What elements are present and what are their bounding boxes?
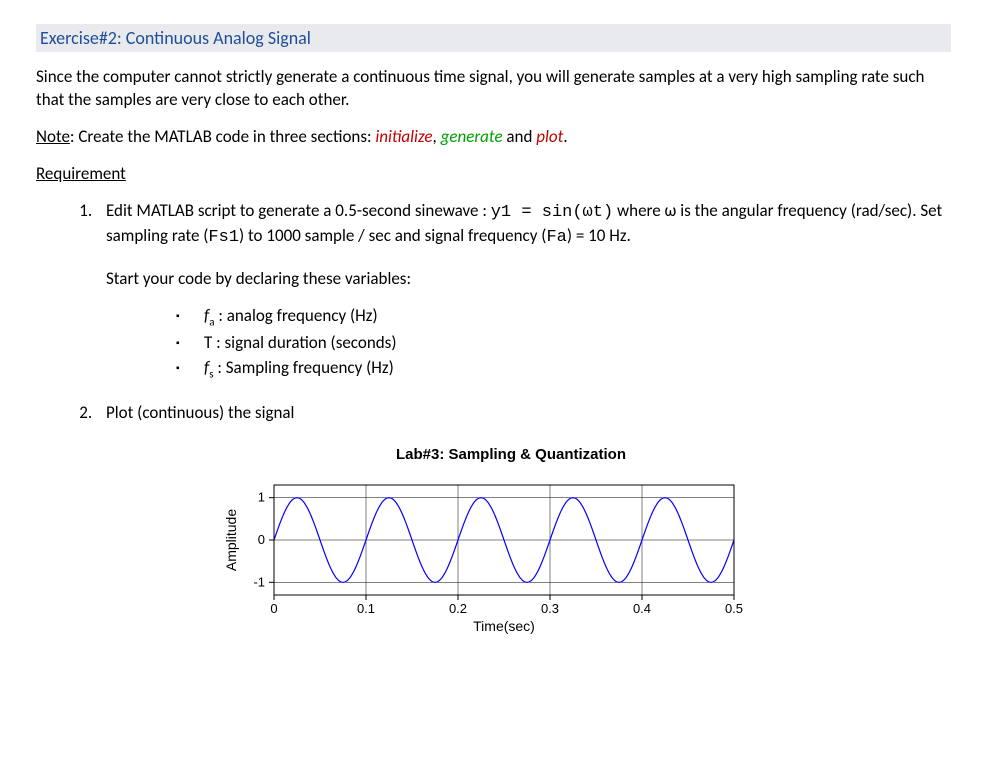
fa-code: Fa [546, 228, 566, 247]
signal-chart: Lab#3: Sampling & Quantization 0 0.1 0.2 0.… [216, 445, 951, 640]
note-paragraph: Note: Create the MATLAB code in three se… [36, 126, 951, 149]
var-fa: fa : analog frequency (Hz) [176, 305, 951, 330]
svg-text:0: 0 [270, 601, 277, 616]
note-body: : Create the MATLAB code in three sectio… [70, 126, 375, 147]
requirement-heading: Requirement [36, 163, 126, 184]
note-sep1: , [433, 126, 441, 147]
svg-text:0: 0 [258, 532, 265, 547]
eq-rhs: sin(ωt) [542, 203, 613, 222]
eq-mid: = [511, 203, 542, 222]
svg-text:0.5: 0.5 [725, 601, 743, 616]
fs1-code: Fs1 [208, 228, 239, 247]
section-initialize: initialize [375, 126, 432, 147]
note-sep2: and [503, 126, 537, 147]
svg-text:0.1: 0.1 [357, 601, 375, 616]
requirement-item-2: Plot (continuous) the signal [96, 402, 951, 425]
note-end: . [563, 126, 567, 147]
item1-start-vars: Start your code by declaring these varia… [106, 268, 951, 291]
svg-text:0.4: 0.4 [633, 601, 651, 616]
variable-list: fa : analog frequency (Hz) T : signal du… [106, 305, 951, 382]
svg-text:0.2: 0.2 [449, 601, 467, 616]
var-fa-desc: : analog frequency (Hz) [214, 305, 377, 326]
requirement-item-1: Edit MATLAB script to generate a 0.5-sec… [96, 200, 951, 382]
svg-text:-1: -1 [253, 575, 265, 590]
svg-text:Amplitude: Amplitude [223, 509, 239, 571]
note-label: Note [36, 126, 70, 147]
exercise-title: Exercise#2: Continuous Analog Signal [36, 24, 951, 52]
item1-pre: Edit MATLAB script to generate a 0.5-sec… [106, 200, 491, 221]
item1-after-fs1: ) to 1000 sample / sec and signal freque… [239, 225, 546, 246]
section-plot: plot [536, 126, 563, 147]
svg-text:0.3: 0.3 [541, 601, 559, 616]
chart-svg: 0 0.1 0.2 0.3 0.4 0.5 -1 0 1 Time(sec) Amplitude [216, 465, 776, 640]
item1-after-fa: ) = 10 Hz. [567, 225, 631, 246]
var-fs-desc: : Sampling frequency (Hz) [214, 357, 394, 378]
eq-lhs: y1 [491, 203, 511, 222]
var-T: T : signal duration (seconds) [176, 332, 951, 355]
var-T-desc: : signal duration (seconds) [212, 332, 396, 353]
var-fs: fs : Sampling frequency (Hz) [176, 357, 951, 382]
requirement-list: Edit MATLAB script to generate a 0.5-sec… [36, 200, 951, 425]
chart-title: Lab#3: Sampling & Quantization [256, 445, 766, 465]
section-generate: generate [441, 126, 503, 147]
svg-text:Time(sec): Time(sec) [473, 618, 535, 634]
svg-text:1: 1 [258, 490, 265, 505]
intro-paragraph: Since the computer cannot strictly gener… [36, 66, 951, 112]
